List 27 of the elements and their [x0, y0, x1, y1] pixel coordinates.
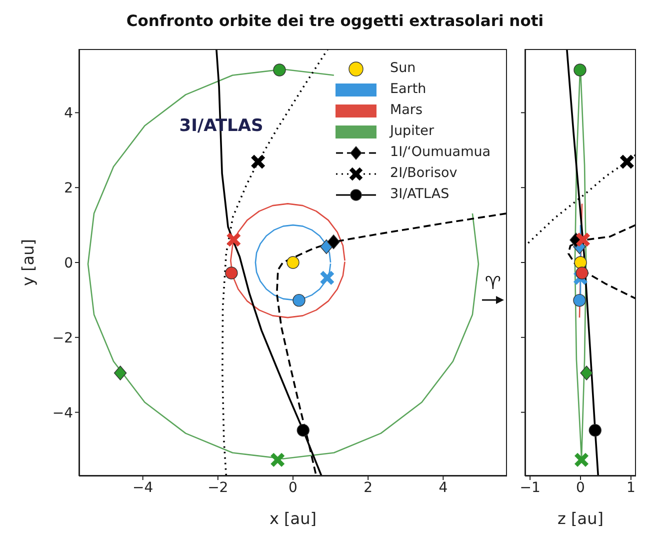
legend-label: Jupiter [390, 122, 434, 141]
legend-label: Mars [390, 101, 423, 120]
x-tick-label: −2 [208, 480, 228, 496]
y-tick-label: −2 [52, 330, 73, 346]
annotation: ♈ [484, 273, 502, 294]
x-axis-title: z [au] [558, 509, 604, 528]
y-tick-label: −4 [52, 405, 74, 422]
x-tick-label: 0 [288, 480, 298, 496]
legend-label: 1I/ʻOumuamua [390, 143, 491, 162]
x-axis-title: x [au] [270, 509, 316, 528]
legend-label: Sun [390, 59, 416, 78]
x-tick-label: −1 [520, 480, 540, 496]
legend-label: 3I/ATLAS [390, 185, 450, 204]
x-tick-label: 4 [438, 480, 448, 496]
y-axis-title: y [au] [18, 239, 38, 286]
legend-label: 2I/Borisov [390, 164, 458, 183]
x-tick-label: 2 [364, 480, 373, 496]
chart-title: Confronto orbite dei tre oggetti extrasolari noti [125, 12, 545, 30]
y-tick-label: 4 [64, 106, 74, 122]
x-tick-label: 0 [576, 480, 585, 496]
y-tick-label: 2 [64, 180, 73, 197]
legend-label: Earth [390, 80, 426, 99]
x-tick-label: −4 [132, 480, 154, 496]
point [574, 256, 587, 269]
point [286, 256, 300, 269]
y-tick-label: 0 [64, 255, 73, 272]
x-tick-label: 1 [626, 480, 636, 496]
